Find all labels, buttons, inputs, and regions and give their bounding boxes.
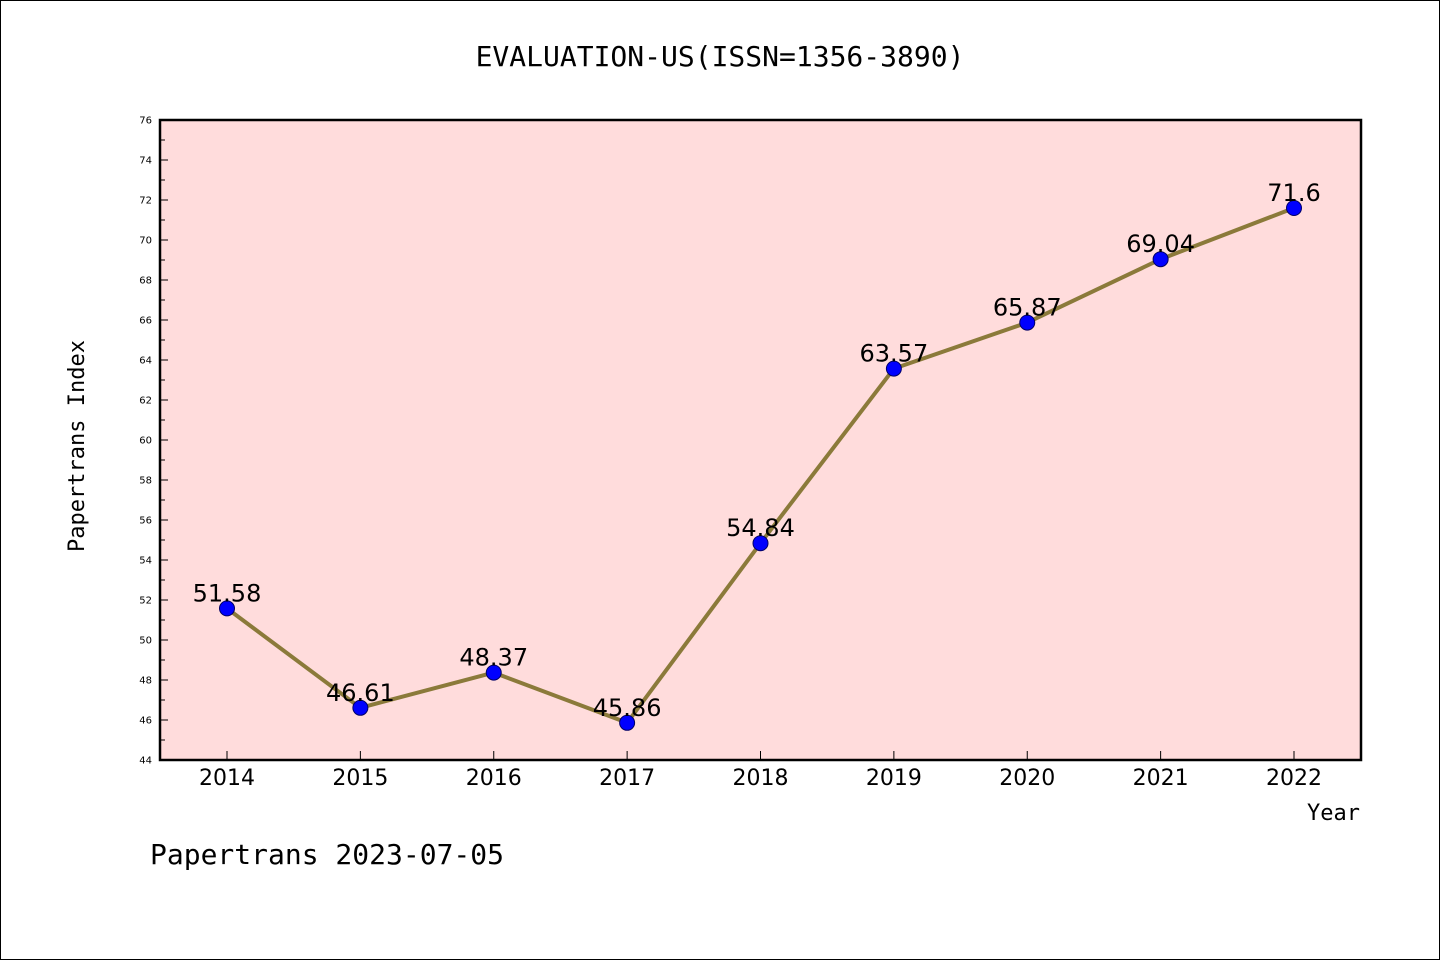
chart-title: EVALUATION-US(ISSN=1356-3890) xyxy=(476,40,965,73)
y-axis-label: Papertrans Index xyxy=(65,340,90,552)
y-tick-label: 68 xyxy=(139,276,152,287)
data-point xyxy=(1019,314,1036,331)
data-point xyxy=(485,664,502,681)
data-label: 51.58 xyxy=(193,579,262,607)
y-tick-label: 58 xyxy=(139,476,152,487)
x-axis-ticks: 2014 2015 2016 2017 2018 2019 2020 2021 2022 xyxy=(199,751,1322,791)
data-label: 46.61 xyxy=(326,679,395,707)
y-tick-label: 62 xyxy=(139,396,152,407)
data-label: 63.57 xyxy=(860,340,929,368)
y-tick-label: 64 xyxy=(139,356,152,367)
data-point xyxy=(752,535,769,552)
data-label: 65.87 xyxy=(993,294,1062,322)
plot-area xyxy=(158,118,1363,762)
y-tick-label: 74 xyxy=(139,156,152,167)
x-tick-label: 2017 xyxy=(599,766,655,791)
x-tick-label: 2014 xyxy=(199,766,255,791)
data-label: 69.04 xyxy=(1126,230,1195,258)
data-label-group: 51.58 46.61 48.37 45.86 54.84 63.57 65.87 69.04… xyxy=(193,179,1321,722)
x-tick-label: 2016 xyxy=(466,766,522,791)
data-label: 45.86 xyxy=(593,694,662,722)
y-tick-label: 70 xyxy=(139,236,152,247)
series-group xyxy=(219,200,1302,731)
data-point xyxy=(1286,200,1302,216)
footer-stamp: Papertrans 2023-07-05 xyxy=(150,838,504,871)
data-point xyxy=(1152,251,1169,268)
y-tick-label: 56 xyxy=(139,516,152,527)
x-tick-label: 2018 xyxy=(733,766,789,791)
data-label: 71.6 xyxy=(1267,179,1320,207)
data-label: 54.84 xyxy=(726,514,795,542)
data-point xyxy=(619,714,636,731)
data-point xyxy=(885,360,902,377)
data-label: 48.37 xyxy=(459,644,528,672)
y-tick-label: 66 xyxy=(139,316,152,327)
x-tick-label: 2022 xyxy=(1266,766,1322,791)
y-tick-label: 76 xyxy=(139,116,152,127)
x-tick-label: 2015 xyxy=(332,766,388,791)
y-tick-label: 46 xyxy=(139,716,152,727)
y-tick-label: 48 xyxy=(139,676,152,687)
y-axis-ticks: 44 46 48 50 52 54 56 58 60 62 64 66 68 70 72 74 76 xyxy=(139,116,168,767)
y-tick-label: 44 xyxy=(139,756,152,767)
y-tick-label: 72 xyxy=(139,196,152,207)
y-tick-label: 60 xyxy=(139,436,152,447)
x-tick-label: 2021 xyxy=(1133,766,1189,791)
data-point xyxy=(352,699,369,716)
x-axis-label: Year xyxy=(1307,801,1360,826)
y-tick-label: 52 xyxy=(139,596,152,607)
x-tick-label: 2019 xyxy=(866,766,922,791)
data-point xyxy=(219,600,235,617)
y-tick-label: 50 xyxy=(139,636,152,647)
x-tick-label: 2020 xyxy=(999,766,1055,791)
y-tick-label: 54 xyxy=(139,556,152,567)
